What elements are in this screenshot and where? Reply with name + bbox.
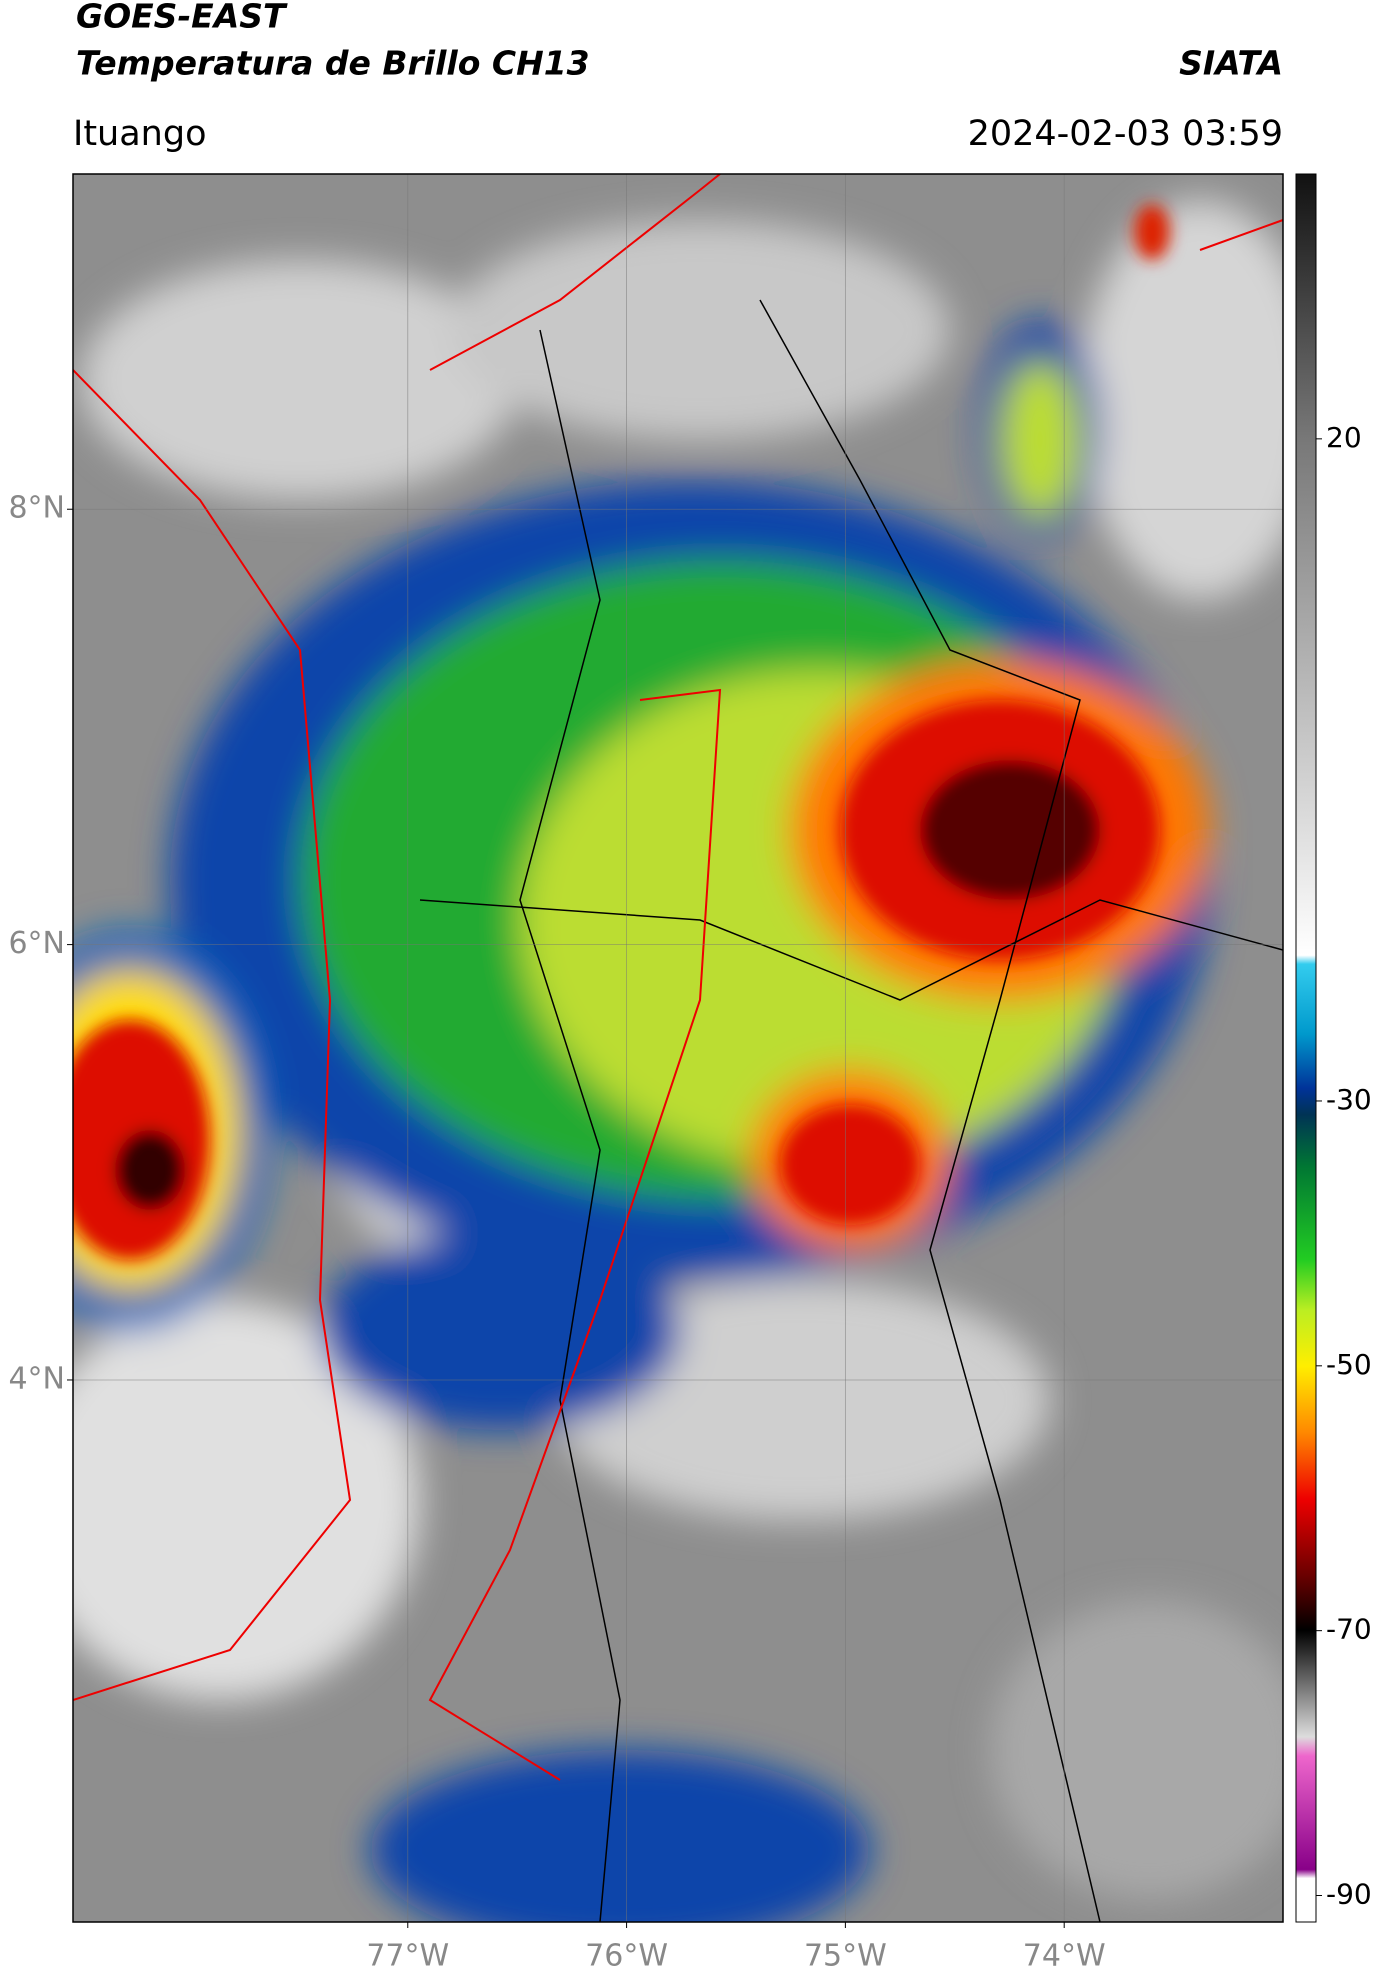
y-tick-label: 6°N: [8, 926, 65, 961]
colorbar-tick-label: -70: [1326, 1613, 1372, 1646]
colorbar-tick-label: -30: [1326, 1083, 1372, 1116]
colorbar-tick-label: -50: [1326, 1348, 1372, 1381]
graticule: [73, 174, 1283, 1922]
colorbar: [1295, 173, 1317, 1923]
x-tick-label: 75°W: [804, 1939, 887, 1974]
x-tick-label: 77°W: [366, 1939, 449, 1974]
y-tick-label: 4°N: [8, 1361, 65, 1396]
subtitle: Temperatura de Brillo CH13: [76, 44, 590, 83]
location: Ituango: [73, 114, 207, 154]
title: GOES-EAST: [76, 0, 288, 36]
colorbar-tick-label: 20: [1326, 421, 1362, 454]
source: SIATA: [1179, 44, 1283, 83]
satellite-image: [73, 174, 1283, 1922]
map-frame: [72, 173, 1284, 1923]
y-tick-label: 8°N: [8, 491, 65, 526]
x-tick-label: 76°W: [585, 1939, 668, 1974]
colorbar-tick-label: -90: [1326, 1878, 1372, 1911]
datetime: 2024-02-03 03:59: [968, 114, 1283, 154]
x-tick-label: 74°W: [1023, 1939, 1106, 1974]
